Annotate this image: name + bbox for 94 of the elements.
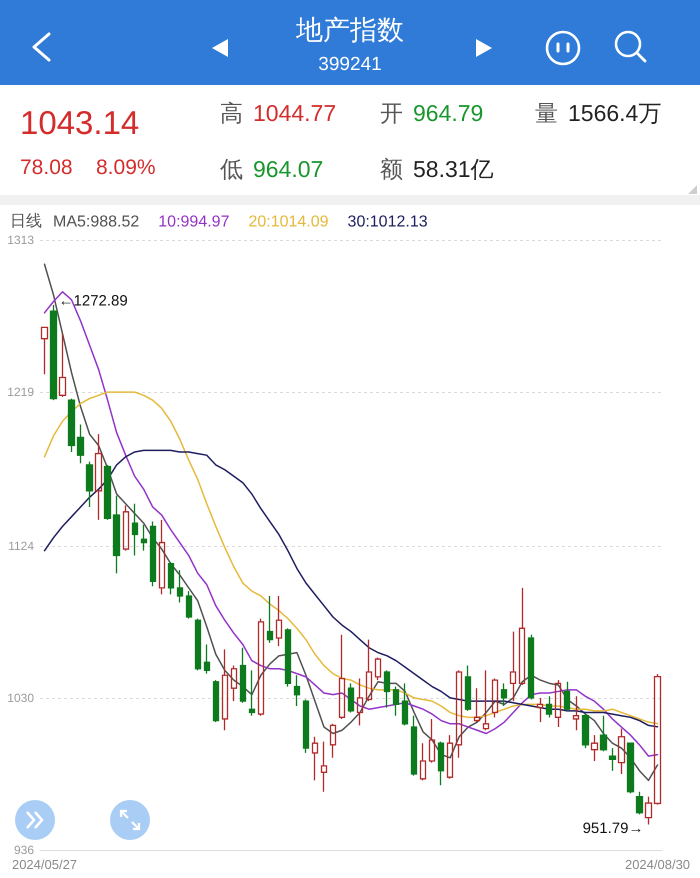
candlestick xyxy=(230,664,238,702)
text: 78.08 xyxy=(20,155,73,180)
candlestick xyxy=(186,590,192,620)
chart-title: 地产指数 xyxy=(295,14,405,47)
candlestick xyxy=(492,678,498,718)
candlestick xyxy=(392,686,400,716)
x-tick-label: 2024/05/27 xyxy=(12,857,78,872)
candlestick xyxy=(348,682,354,714)
candlestick xyxy=(402,682,408,726)
text: 高 1044.77 xyxy=(220,100,336,126)
candlestick xyxy=(258,618,264,716)
candlestick xyxy=(204,644,210,674)
candlestick xyxy=(446,734,454,780)
text: 8.09% xyxy=(96,155,156,180)
candlestick xyxy=(528,634,534,700)
text: 1043.14 xyxy=(20,103,140,143)
x-tick-label: 2024/08/30 xyxy=(624,857,690,872)
text: 量 1566.4万 xyxy=(535,100,662,126)
candlestick xyxy=(420,742,426,782)
candlestick xyxy=(464,664,472,712)
candlestick xyxy=(132,503,138,556)
text: MA5:988.52 xyxy=(53,214,140,230)
y-tick-label: 1124 xyxy=(8,538,34,553)
candlestick xyxy=(564,681,570,712)
candlestick xyxy=(618,728,626,775)
candlestick xyxy=(176,569,184,604)
annotation: 951.79→ xyxy=(582,820,644,837)
candlestick xyxy=(500,682,508,707)
candlestick xyxy=(194,618,202,672)
text: 低 964.07 xyxy=(220,156,324,182)
y-tick-label: 936 xyxy=(14,843,34,857)
candlestick xyxy=(438,740,444,786)
candlestick xyxy=(518,587,526,686)
candlestick xyxy=(168,561,174,595)
candlestick xyxy=(40,326,48,375)
candlestick xyxy=(122,504,130,552)
candlestick xyxy=(112,495,120,574)
candlestick xyxy=(248,670,256,716)
text: 开 964.79 xyxy=(380,100,484,126)
candlestick xyxy=(312,736,318,782)
candlestick xyxy=(608,747,616,772)
candlestick xyxy=(294,674,300,707)
y-tick-label: 1030 xyxy=(7,690,34,705)
candlestick xyxy=(374,656,382,681)
candlestick xyxy=(50,304,58,401)
candlestick xyxy=(94,434,102,521)
text: 20:1014.09 xyxy=(248,214,329,230)
candlestick xyxy=(636,791,644,816)
candlestick xyxy=(302,698,310,754)
candlestick xyxy=(572,696,580,731)
candlestick xyxy=(320,740,328,792)
candlestick xyxy=(104,464,112,521)
text: 额 58.31亿 xyxy=(380,156,494,182)
candlestick xyxy=(338,634,346,720)
candlestick xyxy=(654,673,662,806)
candlestick xyxy=(222,648,228,731)
candlestick xyxy=(276,595,282,647)
candlestick xyxy=(140,524,148,552)
text: 10:994.97 xyxy=(158,214,230,230)
candlestick xyxy=(86,461,94,508)
candlestick xyxy=(582,713,590,749)
candlestick xyxy=(482,670,490,731)
line-series xyxy=(44,391,658,724)
candlestick xyxy=(266,595,274,644)
candlestick xyxy=(366,639,372,702)
text: 30:1012.13 xyxy=(348,214,428,230)
candlestick xyxy=(330,723,336,758)
candlestick xyxy=(590,734,598,762)
chart-subtitle: 399241 xyxy=(317,53,383,77)
candlestick xyxy=(626,742,634,794)
candlestick xyxy=(76,424,84,464)
candlestick xyxy=(356,678,364,726)
candlestick xyxy=(384,670,390,708)
candlestick xyxy=(284,628,292,688)
candlestick xyxy=(536,697,544,723)
candlestick xyxy=(600,715,608,752)
line-series xyxy=(44,450,658,728)
candlestick xyxy=(150,520,156,587)
legend-title: 日线 xyxy=(10,212,42,232)
candlestick xyxy=(212,679,220,723)
candlestick xyxy=(474,688,480,723)
candlestick xyxy=(240,647,246,704)
y-tick-label: 1313 xyxy=(7,233,34,247)
candlestick xyxy=(428,718,436,764)
candlestick xyxy=(554,679,562,728)
y-tick-label: 1219 xyxy=(7,385,34,400)
candlestick xyxy=(644,796,652,826)
candlestick xyxy=(510,630,516,702)
candlestick xyxy=(158,519,166,595)
candlestick xyxy=(68,398,76,453)
candlestick xyxy=(546,696,552,718)
candlestick xyxy=(58,333,66,398)
candlestick xyxy=(410,715,418,776)
candlestick xyxy=(456,670,462,758)
